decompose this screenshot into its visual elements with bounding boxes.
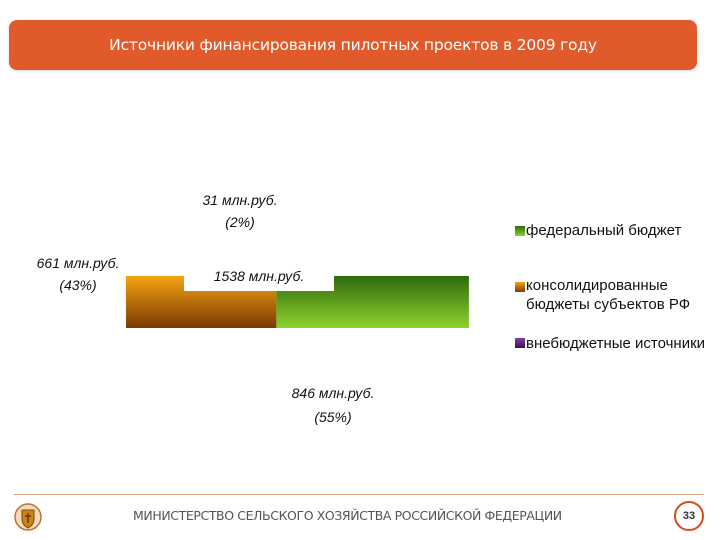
data-label-line1: 846 млн.руб. bbox=[291, 385, 375, 401]
data-label-line2: (43%) bbox=[59, 277, 97, 293]
ministry-emblem-icon bbox=[14, 503, 42, 531]
legend-label: консолидированные бюджеты субъектов РФ bbox=[526, 277, 691, 313]
data-label-line1: 661 млн.руб. bbox=[36, 255, 120, 271]
legend-item-otherfunds: внебюджетные источники bbox=[526, 334, 716, 353]
data-label-line1: 31 млн.руб. bbox=[202, 192, 278, 208]
page-number: 33 bbox=[682, 510, 696, 522]
legend-label: внебюджетные источники bbox=[526, 335, 706, 352]
data-label-regional: 661 млн.руб. (43%) bbox=[27, 252, 129, 296]
total-value: 1538 млн.руб. bbox=[213, 268, 305, 284]
legend-swatch-otherfunds bbox=[515, 338, 525, 348]
legend-item-federal: федеральный бюджет bbox=[526, 221, 716, 240]
legend-swatch-regional bbox=[515, 282, 525, 292]
center-total-label: 1538 млн.руб. bbox=[184, 265, 334, 291]
data-label-federal: 846 млн.руб. (55%) bbox=[270, 381, 396, 429]
legend-label: федеральный бюджет bbox=[526, 222, 682, 239]
page-number-badge: 33 bbox=[674, 501, 704, 531]
legend-item-regional: консолидированные бюджеты субъектов РФ bbox=[526, 276, 716, 314]
footer-divider bbox=[14, 494, 704, 495]
title-bar: Источники финансирования пилотных проект… bbox=[9, 20, 697, 70]
data-label-otherfunds: 31 млн.руб. (2%) bbox=[190, 189, 290, 233]
ministry-name: МИНИСТЕРСТВО СЕЛЬСКОГО ХОЗЯЙСТВА РОССИЙС… bbox=[133, 508, 562, 523]
data-label-line2: (55%) bbox=[314, 409, 352, 425]
data-label-line2: (2%) bbox=[225, 214, 255, 230]
slide-title: Источники финансирования пилотных проект… bbox=[109, 36, 597, 54]
legend-swatch-federal bbox=[515, 226, 525, 236]
